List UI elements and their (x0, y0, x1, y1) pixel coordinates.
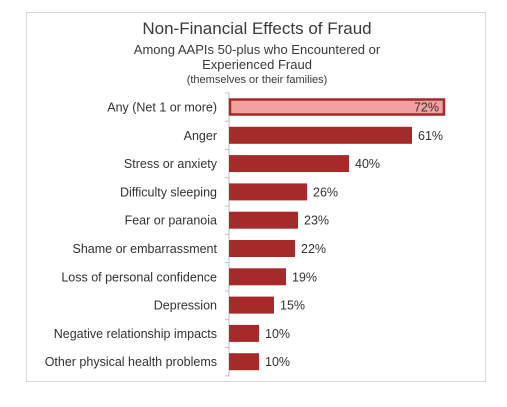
chart-frame: Non-Financial Effects of Fraud Among AAP… (26, 12, 486, 382)
bar (229, 324, 259, 342)
category-label: Stress or anxiety (124, 157, 218, 171)
value-label: 10% (265, 355, 290, 369)
bar (229, 240, 295, 257)
category-label: Anger (184, 129, 217, 143)
category-label: Any (Net 1 or more) (107, 101, 217, 115)
chart-title: Non-Financial Effects of Fraud (142, 19, 372, 38)
value-label: 61% (418, 129, 443, 143)
bar (229, 353, 259, 371)
bar (229, 155, 349, 173)
value-label: 40% (355, 157, 380, 171)
value-label: 72% (414, 101, 439, 115)
bar-highlighted (228, 98, 446, 116)
chart-subtitle: Among AAPIs 50-plus who Encountered or E… (133, 42, 381, 72)
chart-note: (themselves or their families) (186, 74, 328, 86)
value-label: 23% (304, 214, 329, 228)
value-label: 22% (301, 242, 326, 256)
category-label: Difficulty sleeping (120, 185, 217, 199)
category-label: Negative relationship impacts (54, 327, 217, 341)
value-label: 15% (280, 299, 305, 313)
bar (229, 211, 298, 229)
bar (229, 126, 412, 144)
value-label: 19% (292, 270, 317, 284)
bar (229, 296, 274, 314)
category-label: Shame or embarrassment (72, 242, 217, 256)
bar (229, 268, 286, 286)
value-label: 10% (265, 327, 290, 341)
category-label: Other physical health problems (45, 355, 217, 369)
category-label: Fear or paranoia (125, 214, 217, 228)
category-label: Loss of personal confidence (61, 270, 217, 284)
bar-chart-plot: Any (Net 1 or more) 72% Anger 61% Stress or … (45, 92, 446, 377)
value-label: 26% (313, 185, 338, 199)
bar (229, 183, 307, 201)
category-label: Depression (154, 299, 217, 313)
